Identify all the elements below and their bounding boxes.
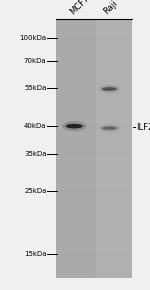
Bar xyxy=(56,88,132,97)
Ellipse shape xyxy=(99,85,120,93)
Bar xyxy=(94,19,132,278)
Bar xyxy=(56,36,132,45)
Bar xyxy=(56,226,132,235)
Bar xyxy=(56,97,132,105)
Bar xyxy=(56,183,132,192)
Bar xyxy=(56,105,132,114)
Bar xyxy=(56,19,132,278)
Text: 70kDa: 70kDa xyxy=(24,58,46,64)
Ellipse shape xyxy=(66,124,83,128)
Bar xyxy=(56,114,132,123)
Text: 25kDa: 25kDa xyxy=(24,188,46,194)
Bar xyxy=(56,157,132,166)
Bar xyxy=(56,62,132,71)
Text: Raji: Raji xyxy=(102,0,119,16)
Text: ILF2: ILF2 xyxy=(136,122,150,132)
Bar xyxy=(56,192,132,201)
Text: 100kDa: 100kDa xyxy=(19,35,46,41)
Bar xyxy=(56,175,132,183)
Bar xyxy=(56,19,94,278)
Bar xyxy=(56,235,132,244)
Text: 35kDa: 35kDa xyxy=(24,151,46,157)
Bar xyxy=(56,140,132,148)
Ellipse shape xyxy=(102,87,117,91)
Bar xyxy=(56,19,132,28)
Bar xyxy=(56,209,132,218)
Bar xyxy=(56,244,132,252)
Bar xyxy=(56,79,132,88)
Bar xyxy=(56,270,132,278)
Bar xyxy=(56,201,132,209)
Bar xyxy=(56,45,132,53)
Text: MCF7: MCF7 xyxy=(69,0,92,16)
Bar xyxy=(56,123,132,131)
Bar xyxy=(56,166,132,175)
Bar xyxy=(56,131,132,140)
Text: 15kDa: 15kDa xyxy=(24,251,46,257)
Text: 40kDa: 40kDa xyxy=(24,123,46,129)
Bar xyxy=(56,218,132,226)
Bar xyxy=(56,71,132,79)
Bar xyxy=(56,261,132,270)
Ellipse shape xyxy=(99,124,120,132)
Ellipse shape xyxy=(62,121,86,131)
Bar xyxy=(56,53,132,62)
Bar xyxy=(56,252,132,261)
Ellipse shape xyxy=(102,126,117,130)
Text: 55kDa: 55kDa xyxy=(24,86,46,91)
Bar xyxy=(56,148,132,157)
Bar xyxy=(56,28,132,36)
